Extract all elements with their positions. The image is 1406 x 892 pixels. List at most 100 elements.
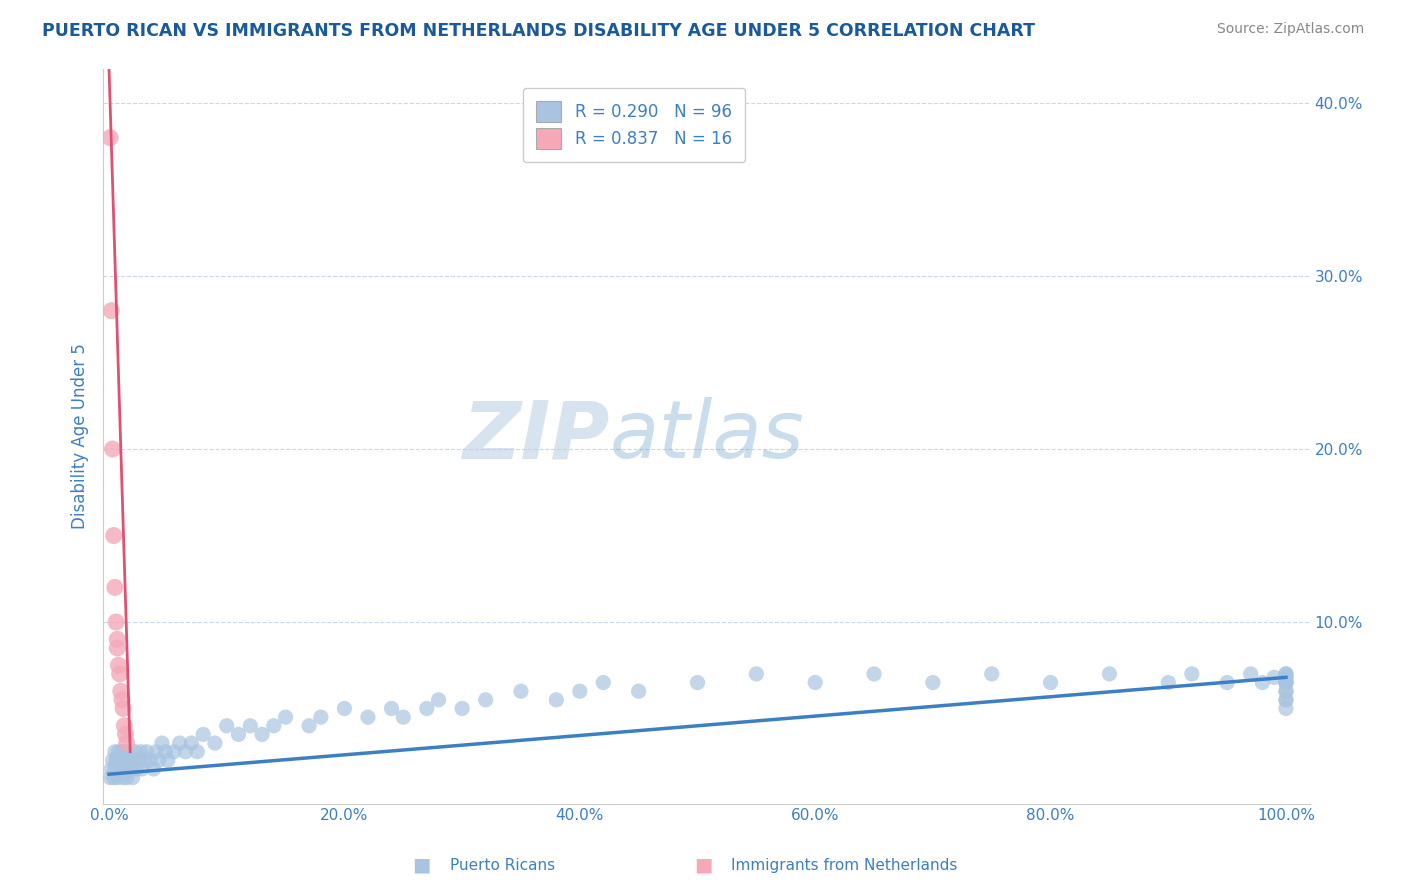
Point <box>139 753 162 767</box>
Point <box>1240 666 1263 681</box>
Point <box>686 675 709 690</box>
Point <box>112 745 135 759</box>
Point <box>115 771 138 785</box>
Point <box>1157 675 1180 690</box>
Point <box>546 693 568 707</box>
Point <box>122 753 145 767</box>
Point <box>114 727 136 741</box>
Point <box>112 753 135 767</box>
Point <box>922 675 945 690</box>
Point <box>215 719 238 733</box>
Point <box>156 753 179 767</box>
Point <box>105 640 128 655</box>
Point <box>111 753 134 767</box>
Point <box>980 666 1002 681</box>
Point <box>110 762 132 776</box>
Point <box>1275 670 1298 684</box>
Point <box>104 581 127 595</box>
Point <box>1275 684 1298 698</box>
Point <box>110 745 132 759</box>
Point <box>1181 666 1204 681</box>
Point <box>592 675 614 690</box>
Point <box>125 762 148 776</box>
Point <box>163 745 186 759</box>
Point <box>1275 666 1298 681</box>
Point <box>101 442 124 456</box>
Point <box>474 693 496 707</box>
Point <box>127 753 149 767</box>
Point <box>129 745 152 759</box>
Point <box>112 719 135 733</box>
Point <box>131 762 153 776</box>
Point <box>239 719 262 733</box>
Point <box>104 745 127 759</box>
Point <box>193 727 215 741</box>
Point <box>1275 675 1298 690</box>
Point <box>1263 670 1285 684</box>
Point <box>142 762 165 776</box>
Point <box>105 771 128 785</box>
Point <box>1039 675 1062 690</box>
Point <box>416 701 439 715</box>
Point <box>100 303 122 318</box>
Point <box>101 753 124 767</box>
Text: Immigrants from Netherlands: Immigrants from Netherlands <box>731 858 957 872</box>
Point <box>105 753 128 767</box>
Point <box>107 762 129 776</box>
Point <box>427 693 450 707</box>
Point <box>115 745 138 759</box>
Text: atlas: atlas <box>610 397 804 475</box>
Point <box>115 736 138 750</box>
Point <box>745 666 768 681</box>
Point <box>108 753 131 767</box>
Point <box>148 753 170 767</box>
Point <box>110 684 132 698</box>
Point <box>333 701 356 715</box>
Text: Puerto Ricans: Puerto Ricans <box>450 858 555 872</box>
Point <box>1275 666 1298 681</box>
Point <box>1216 675 1239 690</box>
Point <box>510 684 533 698</box>
Point <box>274 710 297 724</box>
Point <box>1275 693 1298 707</box>
Point <box>1275 670 1298 684</box>
Point <box>392 710 415 724</box>
Point <box>98 130 121 145</box>
Point <box>105 753 128 767</box>
Point <box>627 684 650 698</box>
Text: PUERTO RICAN VS IMMIGRANTS FROM NETHERLANDS DISABILITY AGE UNDER 5 CORRELATION C: PUERTO RICAN VS IMMIGRANTS FROM NETHERLA… <box>42 22 1035 40</box>
Point <box>1275 675 1298 690</box>
Point <box>150 736 173 750</box>
Point <box>228 727 250 741</box>
Point <box>118 762 141 776</box>
Point <box>155 745 177 759</box>
Point <box>111 693 134 707</box>
Point <box>204 736 226 750</box>
Point <box>107 658 129 673</box>
Point <box>186 745 208 759</box>
Text: Source: ZipAtlas.com: Source: ZipAtlas.com <box>1216 22 1364 37</box>
Point <box>145 745 167 759</box>
Point <box>103 528 125 542</box>
Point <box>174 745 197 759</box>
Point <box>117 753 139 767</box>
Point <box>114 762 136 776</box>
Point <box>357 710 380 724</box>
Point <box>124 745 146 759</box>
Point <box>120 762 142 776</box>
Point <box>180 736 202 750</box>
Legend: R = 0.290   N = 96, R = 0.837   N = 16: R = 0.290 N = 96, R = 0.837 N = 16 <box>523 88 745 161</box>
Point <box>250 727 273 741</box>
Point <box>863 666 886 681</box>
Point <box>134 753 156 767</box>
Point <box>804 675 827 690</box>
Point <box>298 719 321 733</box>
Point <box>98 771 121 785</box>
Point <box>135 745 157 759</box>
Point <box>309 710 332 724</box>
Point <box>1275 693 1298 707</box>
Point <box>107 745 129 759</box>
Point <box>263 719 285 733</box>
Point <box>112 701 135 715</box>
Point <box>1275 684 1298 698</box>
